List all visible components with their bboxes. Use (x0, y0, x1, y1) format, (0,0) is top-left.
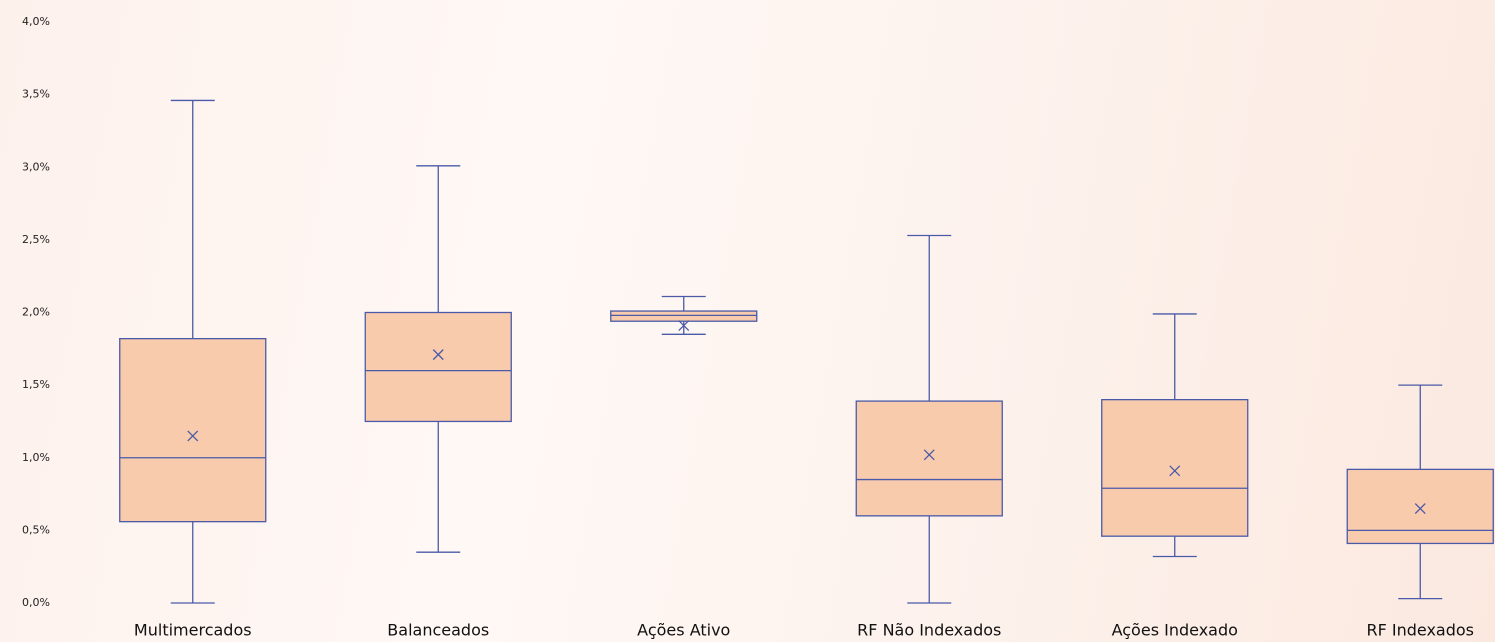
x-tick-label: Balanceados (387, 621, 489, 640)
x-tick-label: Ações Ativo (637, 621, 730, 640)
mean-marker (1414, 503, 1426, 515)
mean-marker (1169, 465, 1181, 477)
y-tick-label: 0,5% (22, 523, 50, 536)
x-tick-label: RF Indexados (1366, 621, 1474, 640)
y-tick-label: 4,0% (22, 15, 50, 28)
y-tick-label: 1,0% (22, 451, 50, 464)
mean-marker (432, 349, 444, 361)
x-tick-label: RF Não Indexados (857, 621, 1001, 640)
box (855, 400, 1003, 517)
x-tick-label: Multimercados (134, 621, 252, 640)
y-tick-label: 2,0% (22, 306, 50, 319)
y-tick-label: 1,5% (22, 378, 50, 391)
box (610, 310, 758, 322)
box (119, 337, 267, 523)
box (364, 311, 512, 423)
mean-marker (187, 430, 199, 442)
y-tick-label: 3,5% (22, 88, 50, 101)
y-tick-label: 0,0% (22, 596, 50, 609)
mean-marker (923, 449, 935, 461)
x-tick-label: Ações Indexado (1112, 621, 1238, 640)
box (1346, 468, 1494, 545)
box (1101, 398, 1249, 537)
mean-marker (678, 320, 690, 332)
y-tick-label: 3,0% (22, 160, 50, 173)
y-tick-label: 2,5% (22, 233, 50, 246)
